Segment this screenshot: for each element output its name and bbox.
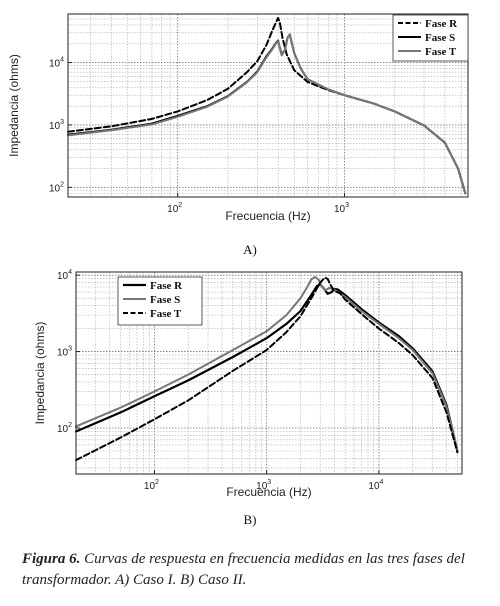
plot-frame [75,271,463,475]
legend-entry: Fase R [150,280,183,292]
y-tick-exponent: 2 [60,181,64,188]
x-tick-exponent: 2 [178,202,182,209]
y-axis-label: Impedancia (ohms) [33,322,47,425]
y-tick-exponent: 4 [68,269,72,276]
plot-frame [67,13,469,198]
caption-text: Curvas de respuesta en frecuencia medida… [22,551,465,588]
legend-entry: Fase S [150,294,180,306]
legend-entry: Fase T [150,308,182,320]
x-tick-label: 102 [167,202,182,215]
series-line-fase-t [67,33,467,195]
panel-label: B) [244,512,257,527]
y-tick-label: 104 [49,57,64,70]
legend-entry: Fase S [425,32,455,44]
legend-entry: Fase R [425,18,458,30]
figure-caption: Figura 6. Curvas de respuesta en frecuen… [22,549,492,591]
figure: 102 103 102 103 104 Frecuencia (Hz) Impedancia… [7,13,469,527]
x-tick-exponent: 3 [345,202,349,209]
x-tick-label: 104 [368,479,383,492]
x-tick-exponent: 4 [380,479,384,486]
y-tick-label: 104 [57,269,72,282]
y-tick-exponent: 2 [68,422,72,429]
series-line-fase-t [75,276,459,462]
x-axis-label: Frecuencia (Hz) [225,209,310,223]
x-tick-label: 102 [144,479,159,492]
x-axis-label: Frecuencia (Hz) [226,485,311,499]
panel-label: A) [243,242,257,257]
figure-label: Figura 6. [22,551,81,567]
y-axis-label: Impedancia (ohms) [7,54,21,157]
x-tick-exponent: 2 [155,479,159,486]
y-tick-label: 103 [49,119,64,132]
y-tick-label: 102 [49,181,64,194]
y-tick-label: 102 [57,422,72,435]
y-tick-exponent: 4 [60,57,64,64]
legend: Fase R Fase S Fase T [117,276,203,326]
y-tick-label: 103 [57,346,72,359]
legend: Fase R Fase S Fase T [392,14,469,62]
x-tick-label: 103 [334,202,349,215]
y-tick-exponent: 3 [68,346,72,353]
y-tick-exponent: 3 [60,119,64,126]
legend-entry: Fase T [425,46,457,58]
x-tick-exponent: 3 [267,479,271,486]
chart-panel-a: 102 103 102 103 104 Frecuencia (Hz) Impedancia… [7,13,469,257]
